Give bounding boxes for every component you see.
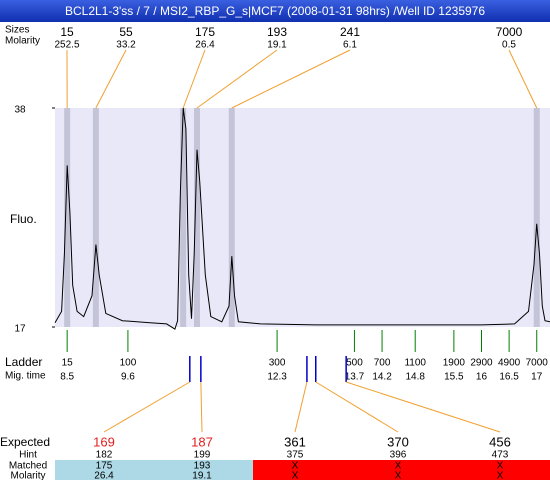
y-axis-label: Fluo. bbox=[10, 212, 37, 226]
matched-label: Matched bbox=[9, 461, 47, 472]
expected-connector bbox=[294, 381, 308, 433]
expected-size: 169 bbox=[93, 434, 115, 449]
ladder-mig-time: 8.5 bbox=[60, 372, 74, 383]
y-tick-label: 38 bbox=[14, 105, 26, 116]
matched-molarity: 19.1 bbox=[192, 471, 212, 480]
hint-size: 375 bbox=[287, 450, 304, 461]
expected-size: 370 bbox=[387, 434, 409, 449]
matched-molarity: X bbox=[497, 471, 504, 480]
peak-band bbox=[92, 108, 99, 327]
peak-connector bbox=[508, 49, 538, 109]
match-cell bbox=[450, 460, 550, 480]
peak-molarity: 252.5 bbox=[54, 40, 79, 51]
expected-size: 187 bbox=[191, 434, 213, 449]
match-cell bbox=[153, 460, 253, 480]
expected-size: 361 bbox=[284, 434, 306, 449]
molarity-row-label: Molarity bbox=[10, 471, 45, 480]
match-cell bbox=[346, 460, 450, 480]
peak-band bbox=[533, 108, 540, 327]
ladder-mig-time: 9.6 bbox=[121, 372, 135, 383]
sizes-label: Sizes bbox=[5, 25, 29, 36]
peak-size: 15 bbox=[60, 25, 74, 39]
hint-label: Hint bbox=[19, 450, 37, 461]
ladder-size: 1100 bbox=[404, 358, 426, 369]
peak-size: 241 bbox=[340, 25, 360, 39]
ladder-size: 1900 bbox=[443, 358, 466, 369]
hint-size: 182 bbox=[96, 450, 113, 461]
peak-size: 175 bbox=[195, 25, 215, 39]
match-cell bbox=[253, 460, 346, 480]
title: BCL2L1-3'ss / 7 / MSI2_RBP_G_s|MCF7 (200… bbox=[65, 4, 485, 18]
peak-band bbox=[64, 108, 71, 327]
matched-size: X bbox=[497, 461, 504, 472]
title-bar bbox=[0, 0, 550, 22]
matched-size: 175 bbox=[96, 461, 113, 472]
hint-size: 199 bbox=[194, 450, 211, 461]
peak-size: 193 bbox=[267, 25, 287, 39]
expected-connector bbox=[200, 381, 203, 433]
ladder-size: 700 bbox=[374, 358, 391, 369]
plot-area bbox=[55, 108, 550, 327]
ladder-mig-time: 14.8 bbox=[405, 372, 425, 383]
ladder-mig-time: 12.3 bbox=[267, 372, 287, 383]
mig-time-label: Mig. time bbox=[5, 371, 46, 382]
ladder-size: 4900 bbox=[498, 358, 521, 369]
ladder-size: 100 bbox=[120, 358, 137, 369]
peak-size: 55 bbox=[119, 25, 133, 39]
ladder-mig-time: 16.5 bbox=[499, 372, 519, 383]
matched-size: X bbox=[395, 461, 402, 472]
peak-band bbox=[193, 108, 200, 327]
peak-band bbox=[180, 108, 187, 327]
matched-size: 193 bbox=[194, 461, 211, 472]
peak-band bbox=[228, 108, 235, 327]
ladder-size: 7000 bbox=[526, 358, 549, 369]
expected-connector bbox=[315, 381, 399, 433]
peak-molarity: 19.1 bbox=[267, 40, 287, 51]
expected-label: Expected bbox=[0, 435, 50, 449]
ladder-size: 15 bbox=[62, 358, 74, 369]
matched-molarity: 26.4 bbox=[94, 471, 114, 480]
peak-connector bbox=[231, 49, 351, 109]
peak-connector bbox=[196, 49, 278, 109]
peak-molarity: 33.2 bbox=[116, 40, 136, 51]
ladder-size: 500 bbox=[346, 358, 363, 369]
hint-size: 396 bbox=[390, 450, 407, 461]
ladder-size: 2900 bbox=[470, 358, 493, 369]
ladder-mig-time: 15.5 bbox=[444, 372, 464, 383]
peak-connector bbox=[182, 49, 206, 109]
match-cell bbox=[55, 460, 153, 480]
matched-size: X bbox=[292, 461, 299, 472]
trace bbox=[54, 107, 550, 330]
ladder-size: 300 bbox=[269, 358, 286, 369]
ladder-label: Ladder bbox=[5, 355, 42, 369]
matched-molarity: X bbox=[395, 471, 402, 480]
peak-molarity: 0.5 bbox=[502, 40, 516, 51]
peak-connector bbox=[95, 49, 127, 109]
peak-molarity: 26.4 bbox=[195, 40, 215, 51]
ladder-mig-time: 13.7 bbox=[345, 372, 365, 383]
ladder-mig-time: 16 bbox=[476, 372, 488, 383]
expected-size: 456 bbox=[489, 434, 511, 449]
ladder-mig-time: 17 bbox=[531, 372, 543, 383]
peak-molarity: 6.1 bbox=[343, 40, 357, 51]
peak-size: 7000 bbox=[496, 25, 523, 39]
expected-connector bbox=[345, 381, 501, 433]
molarity-label: Molarity bbox=[5, 36, 40, 47]
ladder-mig-time: 14.2 bbox=[372, 372, 392, 383]
expected-connector bbox=[103, 381, 191, 433]
y-tick-label: 17 bbox=[14, 324, 26, 335]
matched-molarity: X bbox=[292, 471, 299, 480]
hint-size: 473 bbox=[492, 450, 509, 461]
